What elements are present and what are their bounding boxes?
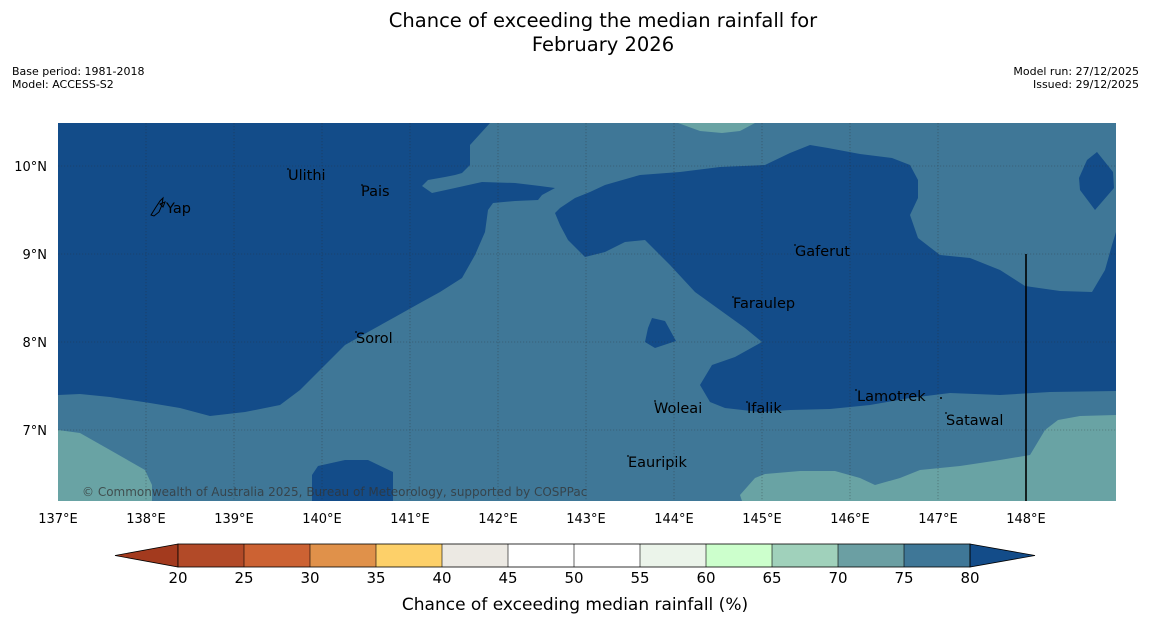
lon-label-148: 148°E (1006, 512, 1046, 527)
colorbar-bin-35-40 (376, 544, 442, 567)
label-gaferut: Gaferut (795, 244, 850, 260)
cb-tick-65: 65 (762, 569, 781, 587)
lat-labels: 10°N 9°N 8°N 7°N (14, 160, 47, 439)
band-70-75-top (678, 123, 755, 133)
graticule (58, 123, 1116, 501)
lon-label-139: 139°E (214, 512, 254, 527)
colorbar: 20 25 30 35 40 45 50 55 60 65 70 75 80 C… (114, 543, 1036, 615)
band-80-small-patch (645, 318, 676, 348)
island-outlines (150, 196, 166, 217)
colorbar-frame (177, 543, 971, 568)
cb-tick-25: 25 (234, 569, 253, 587)
band-80-northeast-patch (1079, 152, 1114, 210)
colorbar-bin-40-45 (442, 544, 508, 567)
label-lamotrek: Lamotrek (857, 389, 926, 405)
cb-tick-50: 50 (564, 569, 583, 587)
cb-tick-70: 70 (828, 569, 847, 587)
label-sorol: Sorol (356, 331, 393, 347)
cb-tick-55: 55 (630, 569, 649, 587)
lon-label-138: 138°E (126, 512, 166, 527)
lon-label-146: 146°E (830, 512, 870, 527)
dot-ulithi (287, 168, 289, 170)
label-ulithi: Ulithi (288, 168, 326, 184)
colorbar-bin-70-75 (838, 544, 904, 567)
dot-woleai (654, 400, 656, 402)
band-70-75-southwest (58, 430, 152, 501)
island-dots (287, 168, 947, 457)
lon-label-142: 142°E (478, 512, 518, 527)
colorbar-bin-60-65 (706, 544, 772, 567)
lon-label-147: 147°E (918, 512, 958, 527)
label-pais: Pais (361, 184, 390, 200)
cb-tick-60: 60 (696, 569, 715, 587)
cb-tick-40: 40 (432, 569, 451, 587)
cb-tick-20: 20 (168, 569, 187, 587)
copyright-text: © Commonwealth of Australia 2025, Bureau… (82, 485, 587, 499)
lon-label-137: 137°E (38, 512, 78, 527)
band-80-south-patch (312, 460, 393, 501)
cb-tick-35: 35 (366, 569, 385, 587)
lon-label-145: 145°E (742, 512, 782, 527)
lat-label-10: 10°N (14, 160, 47, 175)
dot-sorol (355, 331, 357, 333)
map-area: Yap Ulithi Pais Gaferut Faraulep Sorol W… (58, 123, 1116, 501)
island-yap (150, 196, 164, 217)
model-name: Model: ACCESS-S2 (12, 78, 114, 91)
dot-satawal (945, 412, 947, 414)
colorbar-bin-55-60 (640, 544, 706, 567)
lon-label-143: 143°E (566, 512, 606, 527)
colorbar-extend-high (969, 543, 1036, 568)
lat-label-7: 7°N (23, 424, 48, 439)
colorbar-bin-50-55 (574, 544, 640, 567)
dot-lamotrek (855, 389, 857, 391)
base-period: Base period: 1981-2018 (12, 65, 145, 78)
label-yap: Yap (165, 201, 191, 217)
cb-tick-80: 80 (960, 569, 979, 587)
colorbar-bin-75-80 (904, 544, 970, 567)
dot-ifalik (746, 401, 748, 403)
cb-tick-30: 30 (300, 569, 319, 587)
colorbar-dividers (243, 544, 905, 567)
dot-faraulep (732, 296, 734, 298)
colorbar-title: Chance of exceeding median rainfall (%) (402, 595, 748, 615)
cb-tick-45: 45 (498, 569, 517, 587)
band-70-75-southeast (740, 415, 1116, 501)
colorbar-bin-30-35 (310, 544, 376, 567)
lon-labels: 137°E 138°E 139°E 140°E 141°E 142°E 143°… (38, 512, 1046, 527)
label-ifalik: Ifalik (747, 401, 782, 417)
label-woleai: Woleai (654, 401, 702, 417)
colorbar-bin-65-70 (772, 544, 838, 567)
issued-date: Issued: 29/12/2025 (1032, 78, 1139, 91)
colorbar-tick-labels: 20 25 30 35 40 45 50 55 60 65 70 75 80 (168, 569, 979, 587)
lat-label-9: 9°N (23, 248, 48, 263)
dot-lamotrek-east (940, 397, 942, 399)
colorbar-bin-45-50 (508, 544, 574, 567)
chart-title: Chance of exceeding the median rainfall … (0, 9, 1150, 57)
label-satawal: Satawal (946, 413, 1003, 429)
lon-label-144: 144°E (654, 512, 694, 527)
island-yap-north (159, 201, 166, 208)
dot-gaferut (794, 244, 796, 246)
band-80-west (58, 123, 555, 416)
cb-tick-75: 75 (894, 569, 913, 587)
meta-left: Base period: 1981-2018 Model: ACCESS-S2 (12, 65, 144, 91)
colorbar-extend-low (114, 543, 179, 568)
title-line-1: Chance of exceeding the median rainfall … (388, 9, 818, 32)
lon-label-141: 141°E (390, 512, 430, 527)
label-faraulep: Faraulep (733, 296, 795, 312)
place-labels: Yap Ulithi Pais Gaferut Faraulep Sorol W… (165, 168, 1003, 471)
title-line-2: February 2026 (531, 33, 675, 56)
meta-right: Model run: 27/12/2025 Issued: 29/12/2025 (1013, 65, 1139, 91)
dot-pais (361, 184, 363, 186)
label-eauripik: Eauripik (628, 455, 687, 471)
lon-label-140: 140°E (302, 512, 342, 527)
lat-label-8: 8°N (23, 336, 48, 351)
band-80-central (555, 145, 1116, 412)
colorbar-bin-20-25 (178, 544, 244, 567)
dot-eauripik (627, 455, 629, 457)
colorbar-bin-25-30 (244, 544, 310, 567)
model-run: Model run: 27/12/2025 (1013, 65, 1139, 78)
